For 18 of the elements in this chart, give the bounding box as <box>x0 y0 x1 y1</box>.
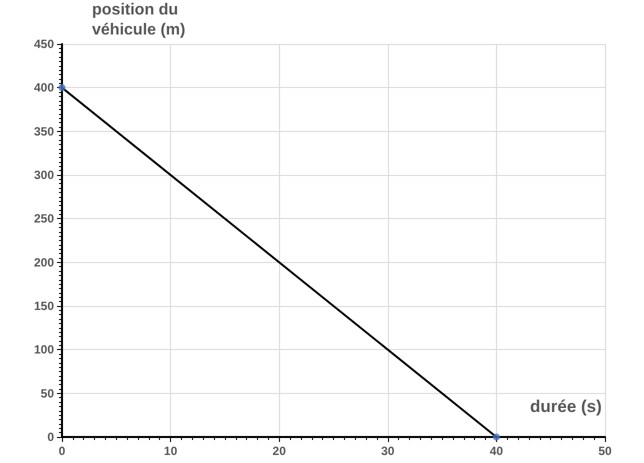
y-tick-label: 450 <box>34 37 54 51</box>
x-tick-label: 50 <box>598 444 612 458</box>
y-tick-label: 250 <box>34 212 54 226</box>
y-tick-label: 50 <box>40 386 54 400</box>
y-axis-title: position du véhicule (m) <box>92 2 186 38</box>
y-tick-label: 300 <box>34 168 54 182</box>
x-tick-label: 0 <box>58 444 66 458</box>
x-tick-label: 10 <box>164 444 178 458</box>
y-tick-label: 350 <box>34 124 54 138</box>
y-tick-label: 100 <box>34 342 54 357</box>
x-tick-label: 30 <box>381 444 395 458</box>
x-axis-title: durée (s) <box>530 397 602 416</box>
x-tick-label: 40 <box>490 444 504 458</box>
y-tick-label: 150 <box>34 299 54 313</box>
y-tick-label: 200 <box>34 255 54 270</box>
y-tick-label: 400 <box>34 80 54 95</box>
x-tick-label: 20 <box>272 444 286 458</box>
y-tick-label: 0 <box>47 430 54 444</box>
